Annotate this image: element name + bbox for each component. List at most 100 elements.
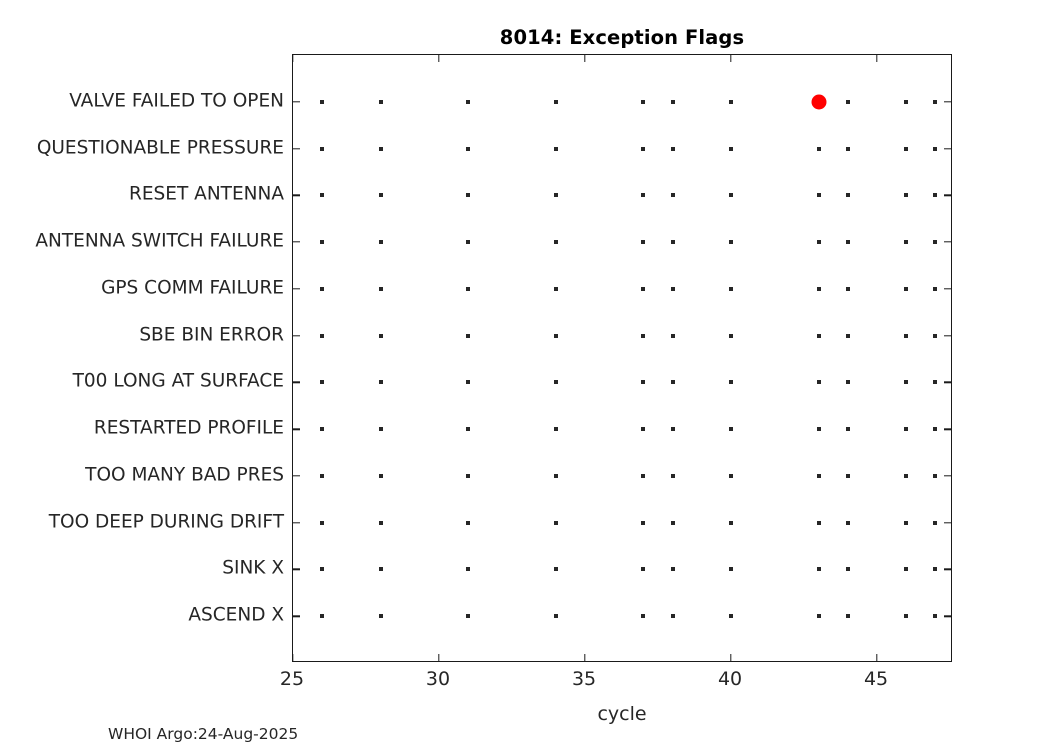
y-axis-tick-right xyxy=(944,428,951,430)
cycle-dot-marker xyxy=(816,240,821,245)
y-axis-tick-right xyxy=(944,475,951,477)
cycle-dot-marker xyxy=(816,614,821,619)
cycle-dot-marker xyxy=(320,193,325,198)
cycle-dot-marker xyxy=(904,380,909,385)
cycle-dot-marker xyxy=(553,473,558,478)
cycle-dot-marker xyxy=(729,286,734,291)
y-axis-tick-right xyxy=(944,521,951,524)
cycle-dot-marker xyxy=(845,614,850,619)
cycle-dot-marker xyxy=(729,240,734,245)
x-axis-tick-label: 30 xyxy=(425,668,451,690)
cycle-dot-marker xyxy=(729,193,734,198)
cycle-dot-marker xyxy=(729,614,734,619)
cycle-dot-marker xyxy=(378,99,383,104)
cycle-dot-marker xyxy=(320,333,325,338)
cycle-dot-marker xyxy=(670,240,675,245)
cycle-dot-marker xyxy=(670,193,675,198)
y-axis-label-column: VALVE FAILED TO OPEN QUESTIONABLE PRESSUR… xyxy=(0,0,284,750)
y-axis-tick-label: RESTARTED PROFILE xyxy=(93,417,284,439)
cycle-dot-marker xyxy=(466,240,471,245)
cycle-dot-marker xyxy=(729,567,734,572)
cycle-dot-marker xyxy=(904,427,909,432)
cycle-dot-marker xyxy=(641,240,646,245)
y-axis-tick-label: ANTENNA SWITCH FAILURE xyxy=(35,230,284,252)
y-axis-tick-label: TOO MANY BAD PRES xyxy=(85,464,284,486)
cycle-dot-marker xyxy=(378,427,383,432)
x-axis-tick-label: 35 xyxy=(571,668,597,690)
cycle-dot-marker xyxy=(845,567,850,572)
cycle-dot-marker xyxy=(641,473,646,478)
cycle-dot-marker xyxy=(641,380,646,385)
cycle-dot-marker xyxy=(320,380,325,385)
y-axis-tick xyxy=(293,381,300,384)
y-axis-tick-right xyxy=(944,288,951,290)
cycle-dot-marker xyxy=(670,380,675,385)
y-axis-tick xyxy=(293,615,300,617)
cycle-dot-marker xyxy=(320,286,325,291)
cycle-dot-marker xyxy=(320,614,325,619)
y-axis-tick-label: SBE BIN ERROR xyxy=(139,324,284,346)
cycle-dot-marker xyxy=(845,99,850,104)
cycle-dot-marker xyxy=(378,193,383,198)
x-axis-tick xyxy=(730,654,732,661)
y-axis-tick xyxy=(293,475,300,477)
cycle-dot-marker xyxy=(320,520,325,525)
cycle-dot-marker xyxy=(378,473,383,478)
y-axis-tick xyxy=(293,101,300,103)
cycle-dot-marker xyxy=(845,240,850,245)
cycle-dot-marker xyxy=(641,286,646,291)
cycle-dot-marker xyxy=(933,240,938,245)
y-axis-tick-right xyxy=(944,194,951,196)
x-axis-tick-label: 45 xyxy=(863,668,889,690)
cycle-dot-marker xyxy=(641,614,646,619)
y-axis-tick-label: TOO DEEP DURING DRIFT xyxy=(48,511,284,533)
cycle-dot-marker xyxy=(904,240,909,245)
y-axis-tick xyxy=(293,288,300,290)
cycle-dot-marker xyxy=(670,333,675,338)
cycle-dot-marker xyxy=(904,473,909,478)
cycle-dot-marker xyxy=(816,520,821,525)
cycle-dot-marker xyxy=(553,520,558,525)
x-axis-label: cycle xyxy=(597,703,647,725)
cycle-dot-marker xyxy=(904,567,909,572)
x-axis-tick xyxy=(584,654,586,661)
cycle-dot-marker xyxy=(904,333,909,338)
cycle-dot-marker xyxy=(553,240,558,245)
cycle-dot-marker xyxy=(816,193,821,198)
cycle-dot-marker xyxy=(320,99,325,104)
cycle-dot-marker xyxy=(933,286,938,291)
cycle-dot-marker xyxy=(933,520,938,525)
plot-area xyxy=(292,54,952,662)
cycle-dot-marker xyxy=(466,333,471,338)
cycle-dot-marker xyxy=(670,473,675,478)
y-axis-tick-label: QUESTIONABLE PRESSURE xyxy=(36,137,284,159)
cycle-dot-marker xyxy=(320,427,325,432)
cycle-dot-marker xyxy=(553,614,558,619)
y-axis-tick-label: GPS COMM FAILURE xyxy=(101,277,284,299)
x-axis-tick-label: 40 xyxy=(717,668,743,690)
cycle-dot-marker xyxy=(670,614,675,619)
cycle-dot-marker xyxy=(904,193,909,198)
cycle-dot-marker xyxy=(553,146,558,151)
cycle-dot-marker xyxy=(553,99,558,104)
cycle-dot-marker xyxy=(320,240,325,245)
cycle-dot-marker xyxy=(933,427,938,432)
cycle-dot-marker xyxy=(729,146,734,151)
cycle-dot-marker xyxy=(933,473,938,478)
y-axis-tick-label: T00 LONG AT SURFACE xyxy=(72,370,284,392)
cycle-dot-marker xyxy=(378,567,383,572)
cycle-dot-marker xyxy=(378,333,383,338)
cycle-dot-marker xyxy=(378,520,383,525)
cycle-dot-marker xyxy=(320,146,325,151)
cycle-dot-marker xyxy=(378,286,383,291)
y-axis-tick-right xyxy=(944,241,951,243)
y-axis-tick-right xyxy=(944,147,951,150)
cycle-dot-marker xyxy=(670,427,675,432)
y-axis-tick xyxy=(293,428,300,430)
cycle-dot-marker xyxy=(641,146,646,151)
cycle-dot-marker xyxy=(933,614,938,619)
cycle-dot-marker xyxy=(466,473,471,478)
cycle-dot-marker xyxy=(670,286,675,291)
cycle-dot-marker xyxy=(641,193,646,198)
